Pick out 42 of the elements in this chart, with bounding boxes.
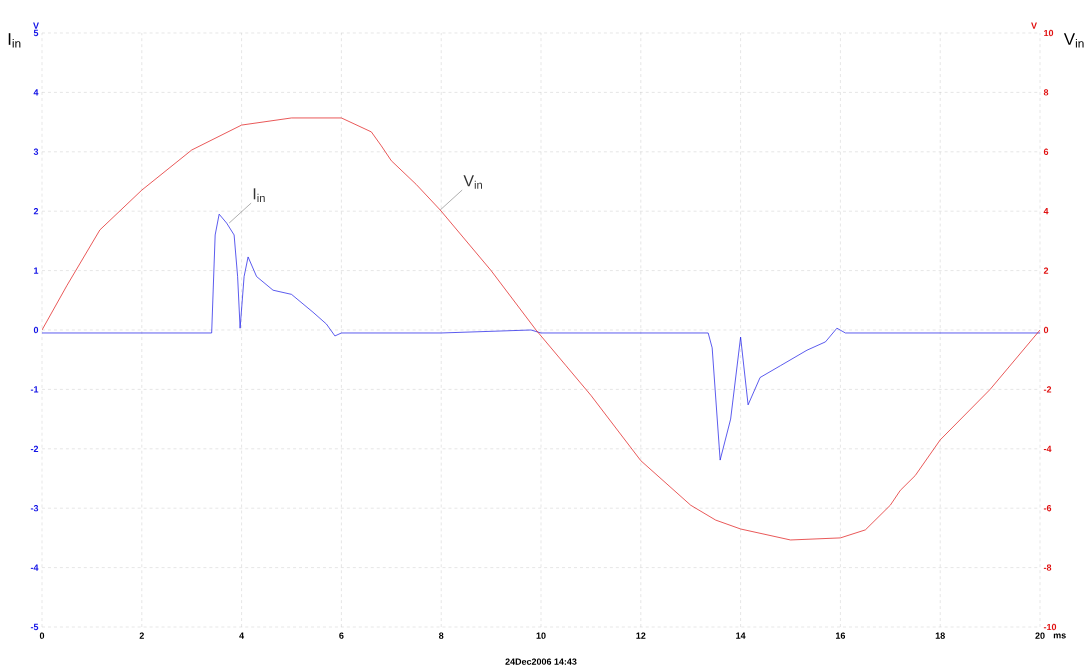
- y-axis-title: I$_{in}$: [8, 33, 21, 48]
- y-tick-label: -3: [30, 505, 39, 512]
- y-tick-label: 1: [34, 267, 39, 274]
- y2-tick-label: 8: [1043, 89, 1049, 96]
- y-tick-label: -4: [30, 564, 39, 571]
- x-tick-label: 18: [935, 632, 945, 639]
- y2-tick-label: -8: [1043, 564, 1052, 571]
- y2-tick-label: -6: [1043, 505, 1052, 512]
- x-tick-label: 0: [39, 632, 45, 639]
- y-tick-label: -2: [30, 445, 39, 452]
- annotation: V$_{in}$: [463, 175, 482, 189]
- y-tick-label: -1: [30, 386, 39, 393]
- y2-tick-label: 4: [1043, 208, 1049, 215]
- y-tick-label: 0: [33, 326, 39, 334]
- y2-axis-title: V$_{in}$: [1063, 33, 1084, 48]
- x-tick-label: 6: [339, 632, 344, 639]
- y-tick-label: 5: [33, 29, 39, 37]
- y2-tick-label: 10: [1044, 29, 1054, 37]
- line-series: [42, 117, 1041, 541]
- y2-tick-label: 6: [1043, 148, 1049, 155]
- y2-tick-label: 2: [1043, 267, 1049, 274]
- y2-tick-label: 0: [1043, 326, 1049, 334]
- text: V: [33, 22, 39, 29]
- x-tick-label: 12: [636, 632, 646, 639]
- y-tick-label: 4: [33, 89, 39, 96]
- y2-tick-label: -10: [1043, 623, 1057, 631]
- x-tick-label: 14: [736, 632, 746, 639]
- x-tick-label: 10: [536, 632, 546, 639]
- x-tick-label: 2: [139, 632, 144, 639]
- y-tick-label: 3: [33, 148, 39, 155]
- annotation: I$_{in}$: [253, 188, 265, 202]
- x-tick-label: 4: [239, 632, 245, 639]
- x-tick-label: 20: [1035, 632, 1045, 639]
- y-tick-label: 2: [33, 208, 39, 215]
- y2-tick-label: -4: [1043, 445, 1052, 452]
- text: 24Dec2006 14:43: [505, 658, 577, 665]
- x-tick-label: 16: [835, 632, 846, 639]
- y-tick-label: -5: [30, 623, 39, 631]
- x-axis-title: ms: [1053, 633, 1066, 639]
- y2-tick-label: -2: [1043, 386, 1052, 393]
- x-tick-label: 8: [438, 632, 444, 639]
- text: V: [1031, 22, 1037, 29]
